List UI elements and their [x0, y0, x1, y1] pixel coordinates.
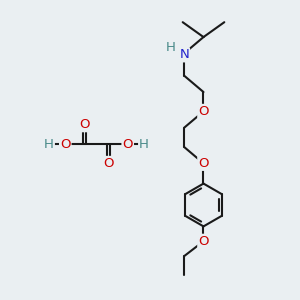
Text: O: O: [122, 138, 133, 151]
Text: H: H: [166, 41, 176, 54]
Text: H: H: [139, 138, 149, 151]
Text: N: N: [179, 48, 189, 62]
Text: H: H: [44, 138, 54, 151]
Text: O: O: [60, 138, 70, 151]
Text: O: O: [198, 105, 209, 118]
Text: O: O: [198, 235, 209, 248]
Text: O: O: [198, 157, 209, 170]
Text: O: O: [103, 157, 114, 170]
Text: O: O: [80, 118, 90, 131]
